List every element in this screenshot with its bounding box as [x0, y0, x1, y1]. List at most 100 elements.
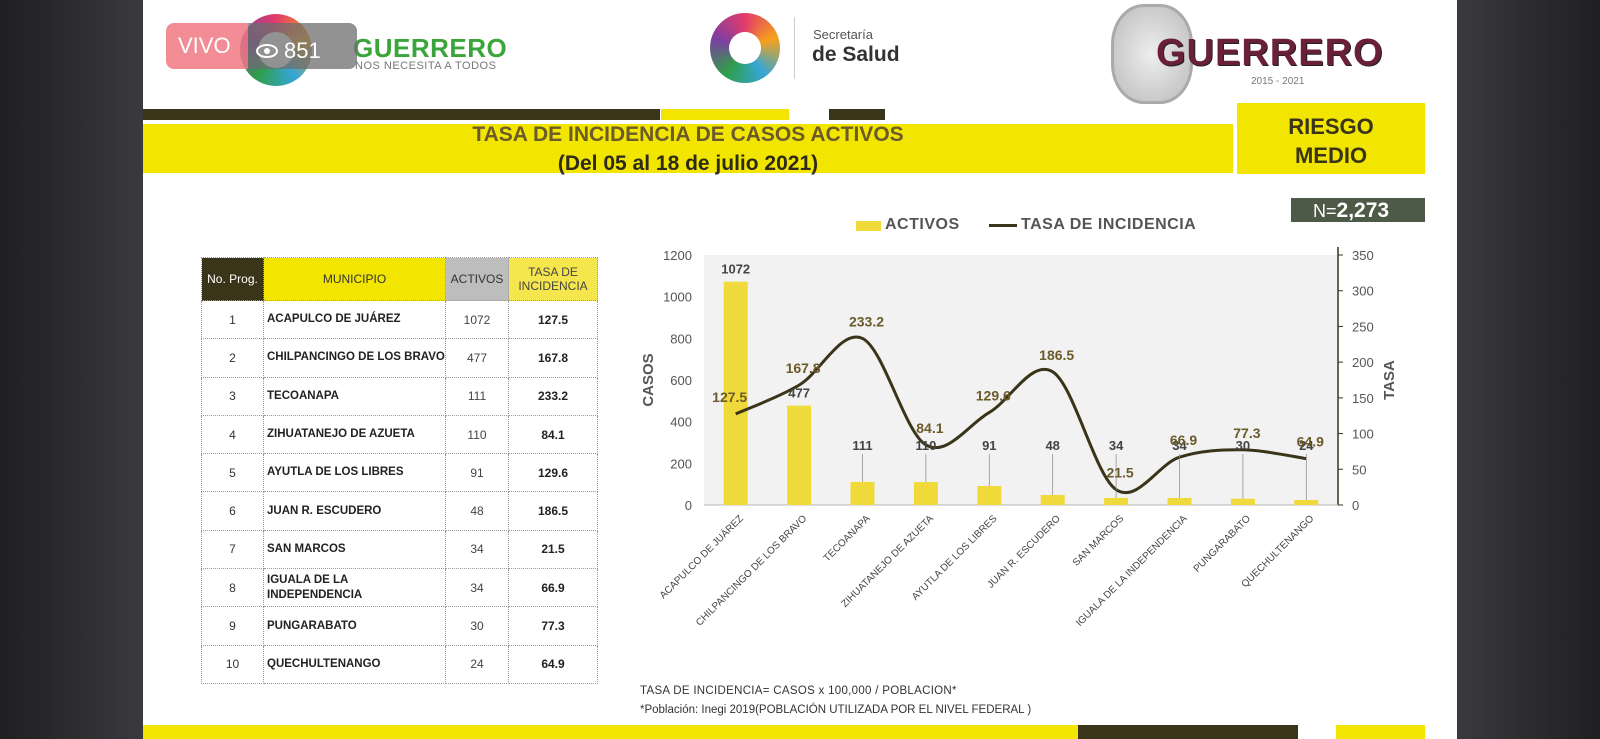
- y2-tick-label: 300: [1352, 284, 1374, 299]
- cell-activos: 111: [445, 376, 509, 416]
- line-value-label: 66.9: [1170, 432, 1197, 448]
- cell-no: 10: [201, 644, 264, 684]
- line-value-label: 77.3: [1233, 425, 1260, 441]
- bar-value-label: 1072: [721, 262, 750, 277]
- table-row: 6 JUAN R. ESCUDERO 48 186.5: [201, 491, 598, 531]
- bar-activos: [723, 281, 748, 505]
- table-row: 1 ACAPULCO DE JUÁREZ 1072 127.5: [201, 299, 598, 340]
- bar-value-label: 24: [1299, 438, 1314, 453]
- cell-no: 5: [201, 453, 264, 493]
- eye-icon: [256, 38, 278, 64]
- risk-badge: RIESGO MEDIO: [1233, 103, 1425, 174]
- right-logo-text: GUERRERO: [1156, 32, 1384, 74]
- y-axis-title: CASOS: [640, 353, 657, 406]
- cell-no: 4: [201, 414, 264, 455]
- cell-no: 3: [201, 376, 264, 416]
- cell-no: 9: [201, 606, 264, 646]
- combo-chart: 0 200 400 600 800 1000 1200 0 50 100 150 200 250 300 3…: [640, 247, 1398, 629]
- y-tick-label: 800: [670, 331, 692, 346]
- cell-activos: 1072: [445, 299, 509, 340]
- bar-activos: [913, 482, 938, 505]
- cell-activos: 477: [445, 338, 509, 378]
- cell-municipio: JUAN R. ESCUDERO: [263, 491, 446, 531]
- footer-stripe: [1078, 725, 1298, 739]
- cell-tasa: 64.9: [508, 644, 598, 684]
- bar-value-label: 30: [1236, 438, 1250, 453]
- cell-activos: 91: [445, 453, 509, 493]
- cell-municipio: QUECHULTENANGO: [263, 644, 446, 684]
- total-count-badge: N=2,273: [1291, 198, 1425, 222]
- bar-activos: [1294, 500, 1319, 505]
- cell-municipio: SAN MARCOS: [263, 529, 446, 570]
- y2-tick-label: 200: [1352, 355, 1374, 370]
- bar-activos: [1230, 498, 1255, 505]
- x-category-label: QUECHULTENANGO: [1240, 513, 1317, 590]
- total-prefix: N=: [1313, 201, 1337, 221]
- chart-subtitle: (Del 05 al 18 de julio 2021): [557, 152, 819, 175]
- legend-swatch-activos: [856, 221, 881, 231]
- cell-municipio: ZIHUATANEJO DE AZUETA: [263, 414, 446, 455]
- salud-label-small: Secretaría: [813, 27, 873, 42]
- cell-tasa: 66.9: [508, 568, 598, 608]
- bar-value-label: 34: [1109, 438, 1124, 453]
- y-tick-label: 1000: [663, 290, 692, 305]
- cell-tasa: 233.2: [508, 376, 598, 416]
- y2-tick-label: 50: [1352, 462, 1366, 477]
- cell-municipio: ACAPULCO DE JUÁREZ: [263, 299, 446, 340]
- footer-stripe: [143, 725, 1078, 739]
- chart-title: TASA DE INCIDENCIA DE CASOS ACTIVOS: [472, 123, 904, 146]
- y-tick-label: 400: [670, 415, 692, 430]
- column-header-tasa: TASA DE INCIDENCIA: [508, 257, 598, 301]
- y-tick-label: 0: [685, 498, 692, 513]
- header-stripe: [829, 109, 885, 120]
- footer-stripe: [1336, 725, 1425, 739]
- cell-activos: 110: [445, 414, 509, 455]
- table-row: 9 PUNGARABATO 30 77.3: [201, 606, 598, 646]
- y2-tick-label: 0: [1352, 498, 1359, 513]
- line-value-label: 21.5: [1106, 465, 1133, 481]
- bar-value-label: 48: [1045, 438, 1059, 453]
- cell-activos: 24: [445, 644, 509, 684]
- left-logo-slogan: NOS NECESITA A TODOS: [355, 60, 497, 72]
- bar-activos: [787, 405, 812, 505]
- header-stripe: [143, 109, 660, 120]
- bar-activos: [1104, 497, 1129, 505]
- live-badge: VIVO: [166, 23, 248, 69]
- cell-no: 2: [201, 338, 264, 378]
- x-category-label: TECOANAPA: [822, 513, 873, 564]
- x-category-label: IGUALA DE LA INDEPENDENCIA: [1074, 513, 1190, 629]
- y-tick-label: 600: [670, 373, 692, 388]
- cell-municipio: AYUTLA DE LOS LIBRES: [263, 453, 446, 493]
- cell-no: 7: [201, 529, 264, 570]
- cell-municipio: IGUALA DE LA INDEPENDENCIA: [263, 568, 446, 608]
- formula-footnote: TASA DE INCIDENCIA= CASOS x 100,000 / PO…: [640, 685, 957, 697]
- line-value-label: 233.2: [849, 313, 884, 329]
- x-category-label: PUNGARABATO: [1192, 513, 1254, 575]
- cell-tasa: 21.5: [508, 529, 598, 570]
- line-value-label: 127.5: [712, 389, 747, 405]
- cell-activos: 48: [445, 491, 509, 531]
- column-header-no: No. Prog.: [201, 257, 264, 301]
- cell-municipio: CHILPANCINGO DE LOS BRAVO: [263, 338, 446, 378]
- bar-activos: [850, 481, 875, 505]
- title-band: [143, 124, 1233, 173]
- population-footnote: *Población: Inegi 2019(POBLACIÓN UTILIZA…: [640, 704, 1032, 716]
- line-value-label: 84.1: [916, 420, 943, 436]
- bar-value-label: 111: [852, 438, 872, 453]
- risk-label: RIESGO: [1288, 114, 1374, 139]
- legend-swatch-tasa: [989, 224, 1017, 227]
- table-row: 2 CHILPANCINGO DE LOS BRAVO 477 167.8: [201, 338, 598, 378]
- line-value-label: 167.8: [786, 360, 821, 376]
- cell-tasa: 127.5: [508, 299, 598, 340]
- cell-municipio: TECOANAPA: [263, 376, 446, 416]
- cell-municipio: PUNGARABATO: [263, 606, 446, 646]
- cell-activos: 34: [445, 568, 509, 608]
- municipality-table: No. Prog. MUNICIPIO ACTIVOS TASA DE INCI…: [201, 257, 598, 684]
- bar-value-label: 91: [982, 438, 996, 453]
- right-logo-years: 2015 - 2021: [1251, 76, 1305, 87]
- legend-label-tasa: TASA DE INCIDENCIA: [1021, 216, 1197, 233]
- cell-tasa: 167.8: [508, 338, 598, 378]
- total-value: 2,273: [1336, 199, 1390, 222]
- bar-activos: [977, 486, 1002, 505]
- x-category-label: SAN MARCOS: [1071, 513, 1127, 569]
